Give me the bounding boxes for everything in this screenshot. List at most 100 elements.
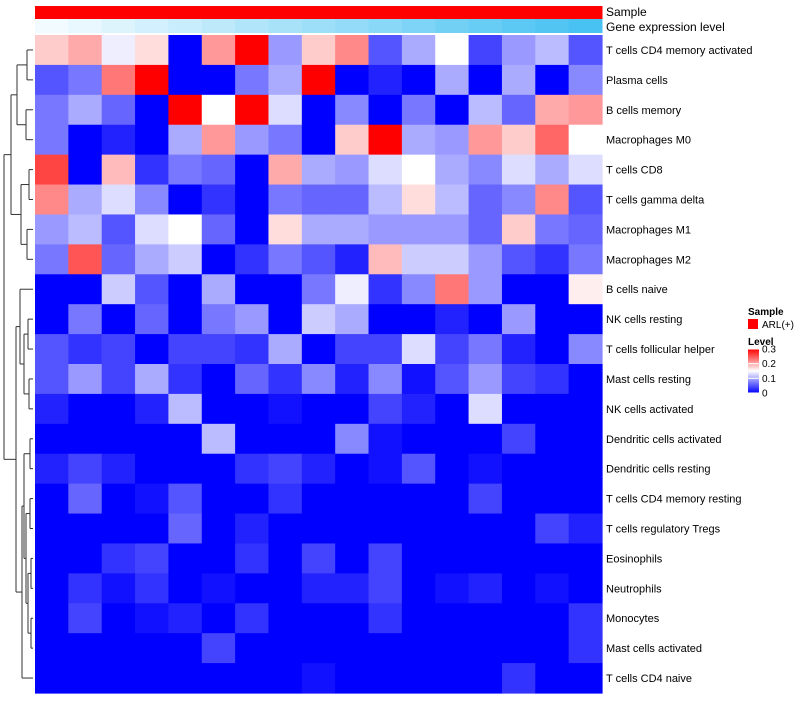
- heatmap-cell: [35, 573, 69, 604]
- expression-annotation-cell: [201, 19, 236, 33]
- sample-annotation-cell: [401, 6, 436, 19]
- heatmap-cell: [301, 483, 336, 515]
- heatmap-cell: [68, 393, 103, 425]
- heatmap-cell: [335, 603, 370, 634]
- expression-annotation-cell: [568, 19, 603, 33]
- row-label: B cells naive: [606, 284, 668, 296]
- heatmap-cell: [101, 453, 136, 485]
- heatmap-cell: [235, 184, 270, 216]
- expression-annotation-cell: [35, 19, 69, 33]
- heatmap-cell: [568, 124, 603, 156]
- heatmap-cell: [268, 64, 303, 96]
- legend: Sample ARL(+) Level 0.3 0.2 0.1 0: [748, 307, 794, 400]
- heatmap-cell: [568, 35, 603, 66]
- expression-annotation-cell: [235, 19, 269, 33]
- heatmap-cell: [101, 94, 136, 126]
- heatmap-cell: [135, 603, 170, 634]
- heatmap-cell: [368, 154, 403, 186]
- heatmap-cell: [535, 124, 570, 156]
- heatmap-cell: [135, 334, 170, 365]
- heatmap-cell: [435, 513, 470, 545]
- heatmap-cell: [301, 364, 336, 395]
- heatmap-cell: [568, 453, 603, 485]
- heatmap-cell: [535, 274, 570, 305]
- heatmap-cell: [401, 124, 436, 156]
- heatmap-cell: [535, 483, 570, 515]
- heatmap-cell: [368, 244, 403, 275]
- heatmap-cell: [535, 603, 570, 634]
- heatmap-cell: [35, 663, 69, 694]
- heatmap-cell: [401, 364, 436, 395]
- row-label: NK cells activated: [606, 404, 693, 416]
- heatmap-cell: [368, 274, 403, 305]
- heatmap-cell: [568, 154, 603, 186]
- heatmap-cell: [201, 513, 236, 545]
- heatmap-cell: [435, 94, 470, 126]
- heatmap-cell: [168, 633, 203, 664]
- heatmap-cell: [501, 334, 536, 365]
- heatmap-cell: [201, 663, 236, 694]
- heatmap-cell: [435, 304, 470, 335]
- heatmap-cell: [535, 214, 570, 245]
- heatmap-cell: [101, 423, 136, 455]
- heatmap-cell: [568, 364, 603, 395]
- heatmap-cell: [535, 35, 570, 66]
- heatmap-cell: [101, 364, 136, 395]
- heatmap-cell: [168, 453, 203, 485]
- expression-annotation-cell: [68, 19, 103, 33]
- heatmap-cell: [435, 453, 470, 485]
- sample-annotation-cell: [201, 6, 236, 19]
- legend-tick-label: 0: [762, 389, 768, 400]
- heatmap-cell: [335, 453, 370, 485]
- heatmap-cell: [368, 603, 403, 634]
- heatmap-cell: [301, 573, 336, 604]
- heatmap-cell: [268, 304, 303, 335]
- heatmap-cell: [201, 334, 236, 365]
- heatmap-cell: [401, 543, 436, 574]
- heatmap-cell: [335, 423, 370, 455]
- heatmap-cell: [301, 214, 336, 245]
- sample-annotation-cell: [535, 6, 570, 19]
- heatmap-cell: [468, 483, 503, 515]
- heatmap-cell: [501, 304, 536, 335]
- heatmap-cell: [235, 154, 270, 186]
- heatmap-cell: [301, 124, 336, 156]
- heatmap-cell: [235, 214, 270, 245]
- heatmap-cell: [301, 633, 336, 664]
- heatmap-cell: [68, 573, 103, 604]
- heatmap-cell: [335, 124, 370, 156]
- heatmap-cell: [101, 573, 136, 604]
- heatmap-cell: [535, 543, 570, 574]
- heatmap-cell: [435, 633, 470, 664]
- heatmap-cell: [168, 304, 203, 335]
- heatmap-cell: [235, 603, 270, 634]
- heatmap-cell: [35, 244, 69, 275]
- row-label: Plasma cells: [606, 75, 668, 87]
- heatmap-cell: [301, 64, 336, 96]
- heatmap-cell: [135, 364, 170, 395]
- heatmap-cell: [268, 513, 303, 545]
- heatmap-cell: [235, 364, 270, 395]
- heatmap-cell: [101, 663, 136, 694]
- heatmap-cell: [335, 543, 370, 574]
- heatmap-cells: [35, 35, 603, 694]
- heatmap-cell: [235, 453, 270, 485]
- heatmap-cell: [435, 274, 470, 305]
- heatmap-cell: [101, 214, 136, 245]
- heatmap-cell: [68, 154, 103, 186]
- heatmap-cell: [135, 543, 170, 574]
- heatmap-cell: [35, 154, 69, 186]
- heatmap-cell: [268, 154, 303, 186]
- heatmap-cell: [368, 513, 403, 545]
- heatmap-cell: [268, 573, 303, 604]
- heatmap-cell: [301, 184, 336, 216]
- heatmap-cell: [501, 513, 536, 545]
- row-label: Mast cells resting: [606, 374, 691, 386]
- heatmap-cell: [368, 453, 403, 485]
- heatmap-cell: [235, 94, 270, 126]
- row-label: Macrophages M2: [606, 254, 691, 266]
- heatmap-cell: [335, 663, 370, 694]
- expression-annotation-cell: [335, 19, 370, 33]
- heatmap-cell: [235, 633, 270, 664]
- heatmap-cell: [501, 35, 536, 66]
